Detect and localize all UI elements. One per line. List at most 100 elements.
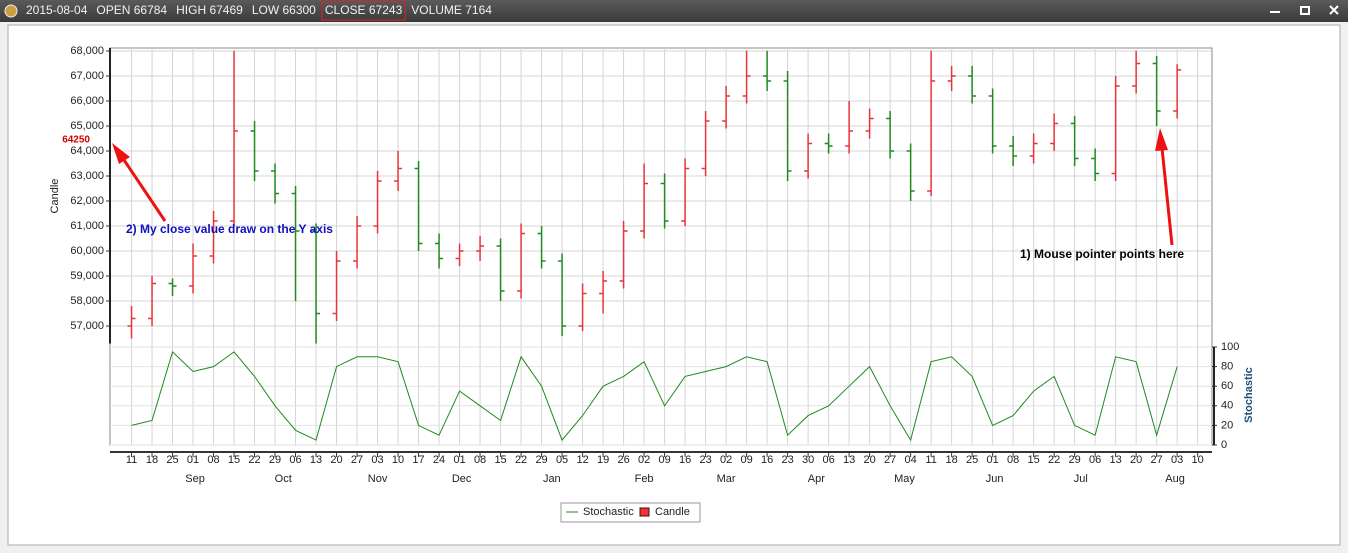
- x-tick-label: 23: [699, 454, 711, 466]
- title-item: CLOSE 67243: [325, 3, 403, 17]
- x-tick-label: 08: [207, 454, 219, 466]
- y2-tick-label: 100: [1221, 341, 1239, 353]
- x-tick-label: 13: [1110, 454, 1122, 466]
- plot: 11 18 25 01 08 15 22 29 06 13 20 27 03 10 17 24 01 08 15 22…: [62, 45, 1239, 485]
- x-tick-label: 23: [781, 454, 793, 466]
- month-label: Oct: [275, 473, 292, 485]
- x-tick-label: 29: [1069, 454, 1081, 466]
- legend-label: Candle: [655, 506, 690, 518]
- month-label: Feb: [635, 473, 654, 485]
- arrow-head: [1155, 128, 1168, 151]
- x-tick-label: 01: [187, 454, 199, 466]
- x-tick-label: 03: [371, 454, 383, 466]
- maximize-button[interactable]: [1300, 6, 1310, 15]
- y-tick-label: 64,000: [70, 145, 104, 157]
- x-tick-label: 06: [1089, 454, 1101, 466]
- y-tick-label: 60,000: [70, 245, 104, 257]
- x-tick-label: 22: [248, 454, 260, 466]
- y-tick-label: 59,000: [70, 270, 104, 282]
- x-tick-label: 09: [658, 454, 670, 466]
- title-item: VOLUME 7164: [411, 3, 492, 17]
- y-tick-label: 57,000: [70, 320, 104, 332]
- x-tick-label: 17: [412, 454, 424, 466]
- title-item: HIGH 67469: [176, 3, 243, 17]
- y-tick-label: 63,000: [70, 170, 104, 182]
- x-tick-label: 26: [617, 454, 629, 466]
- x-tick-label: 18: [945, 454, 957, 466]
- x-tick-label: 27: [351, 454, 363, 466]
- y-tick-label: 61,000: [70, 220, 104, 232]
- annotation: 1) Mouse pointer points here: [1020, 247, 1184, 261]
- title-item: OPEN 66784: [96, 3, 167, 17]
- x-tick-label: 22: [1048, 454, 1060, 466]
- x-tick-label: 10: [1192, 454, 1204, 466]
- month-label: Sep: [185, 473, 205, 485]
- x-tick-label: 09: [740, 454, 752, 466]
- x-tick-label: 22: [515, 454, 527, 466]
- x-tick-label: 20: [330, 454, 342, 466]
- month-label: Aug: [1165, 473, 1185, 485]
- y-tick-label: 58,000: [70, 295, 104, 307]
- month-label: Mar: [717, 473, 736, 485]
- x-tick-label: 15: [228, 454, 240, 466]
- x-tick-label: 03: [1171, 454, 1183, 466]
- month-label: Nov: [368, 473, 388, 485]
- x-tick-label: 08: [1007, 454, 1019, 466]
- x-tick-label: 20: [863, 454, 875, 466]
- x-tick-label: 06: [289, 454, 301, 466]
- x-tick-label: 18: [146, 454, 158, 466]
- y-tick-label: 65,000: [70, 120, 104, 132]
- plot-area: [109, 47, 1213, 446]
- close-button[interactable]: [1329, 5, 1339, 15]
- month-label: Jan: [543, 473, 561, 485]
- month-label: Jun: [986, 473, 1004, 485]
- y-tick-label: 62,000: [70, 195, 104, 207]
- x-tick-label: 12: [576, 454, 588, 466]
- x-tick-label: 16: [679, 454, 691, 466]
- y2-tick-label: 60: [1221, 380, 1233, 392]
- x-tick-label: 04: [904, 454, 916, 466]
- x-tick-label: 01: [987, 454, 999, 466]
- x-tick-label: 29: [269, 454, 281, 466]
- x-tick-label: 20: [1130, 454, 1142, 466]
- x-tick-label: 27: [1151, 454, 1163, 466]
- month-label: Apr: [808, 473, 825, 485]
- x-tick-label: 29: [535, 454, 547, 466]
- minimize-button[interactable]: [1270, 11, 1280, 13]
- month-label: Dec: [452, 473, 472, 485]
- x-tick-label: 01: [453, 454, 465, 466]
- y-axis-title: Candle: [49, 179, 61, 214]
- legend-label: Stochastic: [583, 506, 634, 518]
- x-tick-label: 16: [761, 454, 773, 466]
- arrows: [112, 128, 1174, 246]
- y-tick-label: 68,000: [70, 45, 104, 57]
- x-tick-label: 15: [494, 454, 506, 466]
- title-bar: [0, 0, 1348, 22]
- x-tick-label: 02: [638, 454, 650, 466]
- y2-tick-label: 80: [1221, 361, 1233, 373]
- y-tick-label: 66,000: [70, 95, 104, 107]
- title-item: 2015-08-04: [26, 3, 88, 17]
- x-tick-label: 13: [843, 454, 855, 466]
- y2-tick-label: 20: [1221, 419, 1233, 431]
- x-tick-label: 27: [884, 454, 896, 466]
- x-tick-label: 19: [597, 454, 609, 466]
- x-tick-label: 24: [433, 454, 445, 466]
- x-tick-label: 02: [720, 454, 732, 466]
- x-tick-label: 11: [126, 454, 137, 466]
- title-item: LOW 66300: [252, 3, 316, 17]
- x-tick-label: 06: [822, 454, 834, 466]
- x-tick-label: 25: [166, 454, 178, 466]
- arrow: [122, 159, 167, 222]
- x-tick-label: 25: [966, 454, 978, 466]
- y2-axis-title: Stochastic: [1243, 367, 1255, 423]
- x-tick-label: 08: [474, 454, 486, 466]
- arrow: [1160, 147, 1174, 246]
- x-tick-label: 11: [925, 454, 936, 466]
- highlight-box: [321, 1, 406, 21]
- x-tick-label: 10: [392, 454, 404, 466]
- legend-swatch: [639, 507, 650, 517]
- month-label: Jul: [1074, 473, 1088, 485]
